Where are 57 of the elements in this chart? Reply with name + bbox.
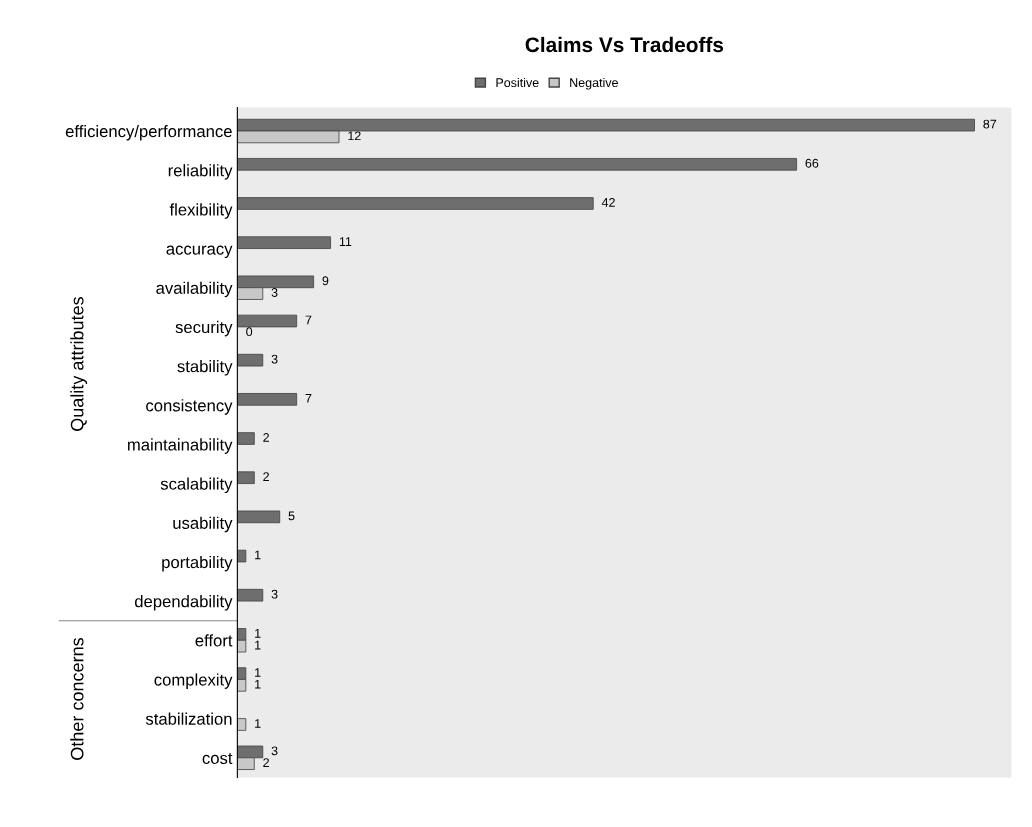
data-label: 9 [322,276,329,286]
y-tick-label: stability [177,360,233,376]
y-tick-label: efficiency/performance [65,124,232,141]
bar [237,588,264,602]
y-tick-label: portability [162,555,233,572]
y-tick-label: complexity [154,673,233,689]
bar [237,158,797,171]
data-label: 2 [263,433,269,442]
y-tick-label: maintainability [128,438,233,454]
y-tick-label: accuracy [166,245,233,259]
bar [237,432,255,445]
y-tick-label: effort [195,634,233,647]
data-label: 3 [271,354,278,364]
data-label: 2 [263,758,269,767]
data-label: 7 [305,315,312,325]
data-label: 1 [255,679,261,689]
legend-label: Positive [496,77,539,88]
data-label: 1 [255,719,261,728]
data-label: 3 [271,589,278,599]
data-label: 42 [601,197,615,207]
y-tick-label: flexibility [169,203,233,219]
data-label: 3 [271,288,278,297]
data-label: 7 [305,393,312,403]
data-label: 3 [271,746,278,756]
chart-title: Claims Vs Tradeoffs [525,36,724,53]
y-tick-label: availability [156,281,233,298]
text: Other concerns [70,637,84,760]
y-tick-label: reliability [168,164,233,180]
y-tick-label: stabilization [145,712,232,725]
bar [237,314,298,328]
legend-label: Negative [570,77,618,90]
data-label: 1 [255,629,261,638]
text: Quality attributes [70,297,88,431]
data-label: 11 [339,237,352,246]
data-label: 0 [246,327,253,337]
bar [237,718,247,731]
y-tick-label: cost [202,753,233,764]
y-tick-label: usability [173,516,233,533]
y-tick-label: consistency [146,399,233,415]
y-tick-label: dependability [134,595,233,611]
data-label: 1 [255,668,261,677]
bar [237,393,298,406]
bar [237,471,255,484]
data-label: 66 [805,158,819,168]
data-label: 1 [255,640,261,650]
bar [237,236,331,249]
y-tick-label: security [175,320,233,337]
y-tick-label: scalability [160,477,233,494]
bar [237,510,281,524]
data-label: 87 [983,119,997,129]
data-label: 2 [263,472,269,481]
data-label: 12 [348,131,361,141]
bar [237,549,247,563]
data-label: 5 [288,511,295,521]
bar [237,197,594,210]
data-label: 1 [255,550,261,560]
bar [237,353,264,367]
